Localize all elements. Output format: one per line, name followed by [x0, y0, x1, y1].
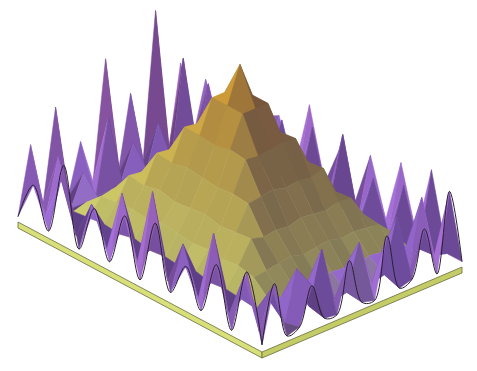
surface-cell [228, 65, 256, 114]
surface-cell [33, 179, 61, 231]
edge-profile [18, 165, 262, 344]
surface-cell [236, 204, 264, 239]
chart [0, 0, 477, 371]
edge-profile [262, 191, 462, 344]
surface-cell [155, 223, 183, 292]
surface-cell [79, 204, 107, 250]
surface-cell [49, 165, 77, 235]
surface [18, 11, 462, 345]
